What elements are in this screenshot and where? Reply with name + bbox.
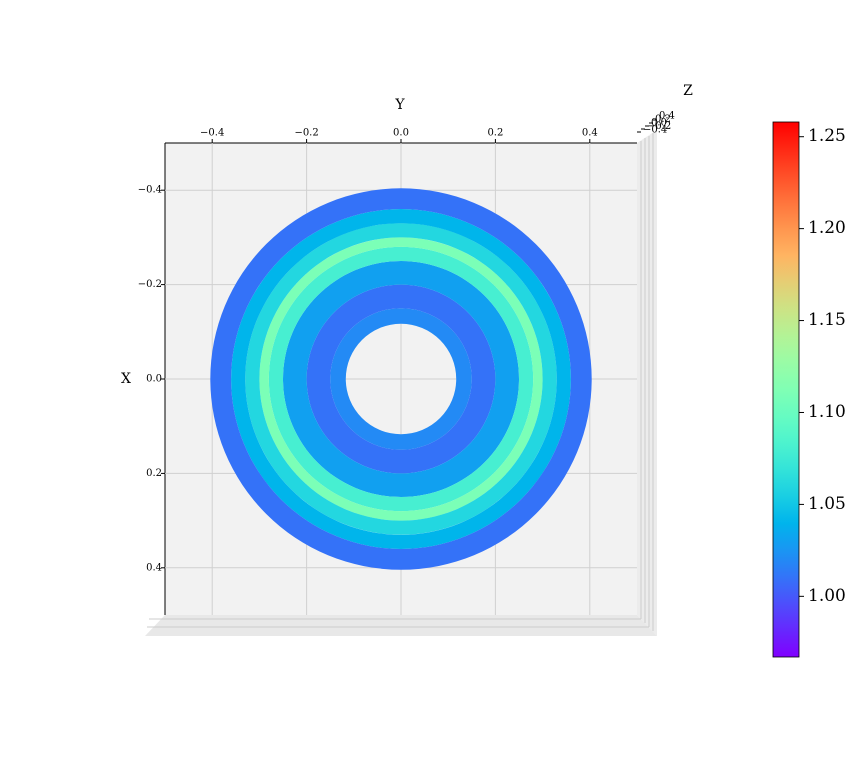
x-tick-label: 0.2 <box>146 468 162 479</box>
y-tick-label: 0.2 <box>487 128 503 139</box>
colorbar-tick-label: 1.15 <box>808 310 846 330</box>
colorbar-tick-label: 1.25 <box>808 126 846 146</box>
side-pane <box>637 130 657 636</box>
x-tick-label: −0.2 <box>138 279 162 290</box>
x-axis-label: X <box>121 371 131 387</box>
colorbar-tick-label: 1.05 <box>808 494 846 514</box>
x-tick-label: 0.0 <box>146 374 162 385</box>
y-axis-label: Y <box>394 97 405 113</box>
z-tick-label: 0.4 <box>659 111 675 122</box>
z-tick-label: 0.0 <box>651 118 667 129</box>
x-tick-label: −0.4 <box>138 185 162 196</box>
bottom-pane <box>145 615 657 636</box>
colorbar <box>772 121 800 658</box>
colorbar-tick-label: 1.00 <box>808 586 846 606</box>
x-tick-label: 0.4 <box>146 562 162 573</box>
y-tick-label: −0.2 <box>294 128 318 139</box>
colorbar-tick-label: 1.10 <box>808 402 846 422</box>
z-tick-label: 0.2 <box>655 114 671 125</box>
z-tick-label: −0.2 <box>647 121 671 132</box>
z-tick-label: −0.4 <box>643 125 667 136</box>
pane-edges <box>147 133 654 631</box>
z-axis-label: Z <box>683 83 693 99</box>
y-tick-label: 0.0 <box>393 128 409 139</box>
y-tick-label: 0.4 <box>582 128 598 139</box>
y-tick-label: −0.4 <box>200 128 224 139</box>
colorbar-tick-label: 1.20 <box>808 218 846 238</box>
